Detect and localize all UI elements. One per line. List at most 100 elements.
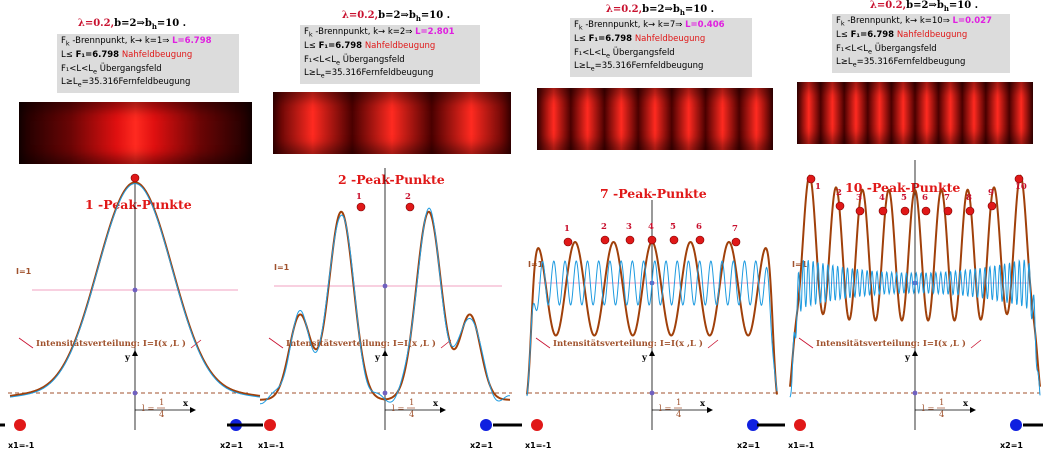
bh-text: ⇒b <box>928 0 944 11</box>
box-line-focus: Fk -Brennpunkt, k→ k=7⇒ L=0.406 <box>574 20 748 34</box>
f-letter: F <box>836 16 841 26</box>
curve-blue <box>259 207 511 405</box>
peaks-suffix: -Peak-Punkte <box>346 172 445 187</box>
f-sub: k <box>578 23 583 32</box>
peak-label: 6 <box>696 222 702 232</box>
box-line-far: L≥Le=35.316Fernfeldbeugung <box>61 77 235 91</box>
y-axis-label: y <box>374 353 381 363</box>
y-arrow <box>382 350 388 356</box>
uebergang-text: Übergangsfeld <box>99 63 162 74</box>
curve-blue <box>789 258 1041 398</box>
fernfeld-text: Fernfeldbeugung <box>631 61 704 72</box>
quarter-num: 1 <box>159 398 164 408</box>
y-axis-label: y <box>641 353 648 363</box>
peaks-count: 7 <box>600 186 609 201</box>
x1-label: x1=-1 <box>788 441 815 450</box>
peak-label: 7 <box>944 193 950 203</box>
fernfeld-text: Fernfeldbeugung <box>118 77 191 88</box>
bh-value: =10 . <box>156 18 187 29</box>
peak-label: 2 <box>405 192 411 202</box>
lambda-text: λ=0.2, <box>341 10 379 21</box>
b-text: b=2 <box>906 0 929 11</box>
f-sub: k <box>65 39 70 48</box>
y-arrow <box>912 350 918 356</box>
peak-label: 1 <box>564 224 570 234</box>
curve-blue <box>9 183 261 398</box>
panel-title: λ=0.2,b=2⇒bh=10 . <box>528 4 792 17</box>
box-line-far: L≥Le=35.316Fernfeldbeugung <box>304 68 476 82</box>
peak-marker <box>130 173 140 183</box>
l-le: L≤ <box>61 49 76 60</box>
le-sub: e <box>590 65 595 74</box>
diffraction-strip <box>797 82 1033 144</box>
peaks-title: 2 -Peak-Punkte <box>338 172 445 187</box>
peaks-suffix: -Peak-Punkte <box>608 186 707 201</box>
slit-left-dot <box>794 419 806 431</box>
x-arrow <box>440 407 446 413</box>
curve-brown <box>9 181 261 397</box>
f-letter: F <box>304 27 309 37</box>
bh-sub: h <box>151 22 157 31</box>
uebergang-text: Übergangsfeld <box>612 47 675 58</box>
le-sub: e <box>868 47 873 56</box>
x1-label: x1=-1 <box>8 441 35 450</box>
panel-title: λ=0.2,b=2⇒bh=10 . <box>264 10 528 23</box>
quarter-num: 1 <box>409 398 414 408</box>
intensity-one-point <box>132 287 138 293</box>
diffraction-strip <box>537 88 773 150</box>
slit-right-dot <box>1010 419 1022 431</box>
bh-sub: h <box>415 14 421 23</box>
x2-label: x2=1 <box>737 441 760 450</box>
peak-marker <box>878 206 888 216</box>
info-box: Fk -Brennpunkt, k→ k=10⇒ L=0.027 L≤ F₁=6.… <box>832 14 1010 74</box>
bh-text: ⇒b <box>664 4 680 15</box>
bh-value: =10 . <box>420 10 451 21</box>
le-value: =35.316 <box>324 68 362 79</box>
parameter-rest: b=2⇒bh=10 . <box>906 0 978 13</box>
peak-label: 3 <box>856 193 862 203</box>
bh-value: =10 . <box>684 4 715 15</box>
peak-marker <box>563 237 573 247</box>
quarter-point <box>382 390 388 396</box>
y-arrow <box>132 350 138 356</box>
curve-blue <box>526 260 778 397</box>
y-axis-label: y <box>124 353 131 363</box>
brennpunkt-text: -Brennpunkt, k→ <box>69 36 145 46</box>
peak-marker <box>600 235 610 245</box>
bh-text: ⇒b <box>400 10 416 21</box>
peak-marker <box>695 235 705 245</box>
peak-marker <box>965 206 975 216</box>
nahfeld-text: Nahfeldbeugung <box>121 49 193 60</box>
box-line-far: L≥Le=35.316Fernfeldbeugung <box>574 61 748 75</box>
f1-value: F₁=6.798 <box>850 29 895 40</box>
box-line-near: L≤ F₁=6.798 Nahfeldbeugung <box>61 50 235 61</box>
peak-label: 7 <box>732 224 738 234</box>
x-arrow <box>190 407 196 413</box>
box-line-near: L≤ F₁=6.798 Nahfeldbeugung <box>574 34 748 45</box>
le-sub: e <box>606 51 611 60</box>
peak-marker <box>356 202 366 212</box>
diffraction-strip <box>273 92 511 154</box>
peak-marker <box>943 206 953 216</box>
f1-lt-l: F₁<L<L <box>304 54 337 65</box>
peak-label: 1 <box>356 192 362 202</box>
peak-marker <box>405 202 415 212</box>
l-ge: L≥L <box>574 61 591 72</box>
parameter-rest: b=2⇒bh=10 . <box>378 10 451 23</box>
x-axis-label: x <box>183 399 189 409</box>
uebergang-text: Übergangsfeld <box>874 43 937 54</box>
intensity-distribution-label: Intensitätsverteilung: I=I(x ,L ) <box>36 338 186 349</box>
box-line-far: L≥Le=35.316Fernfeldbeugung <box>836 57 1006 71</box>
peak-label: 1 <box>815 182 821 192</box>
bh-sub: h <box>943 4 949 13</box>
peaks-suffix: -Peak-Punkte <box>93 197 192 212</box>
le-sub: e <box>852 61 857 70</box>
peak-label: 2 <box>601 222 607 232</box>
quarter-num: 1 <box>939 398 944 408</box>
k-text: k=1⇒ <box>144 36 173 46</box>
arrow-left <box>18 337 34 349</box>
le-value: =35.316 <box>81 77 119 88</box>
